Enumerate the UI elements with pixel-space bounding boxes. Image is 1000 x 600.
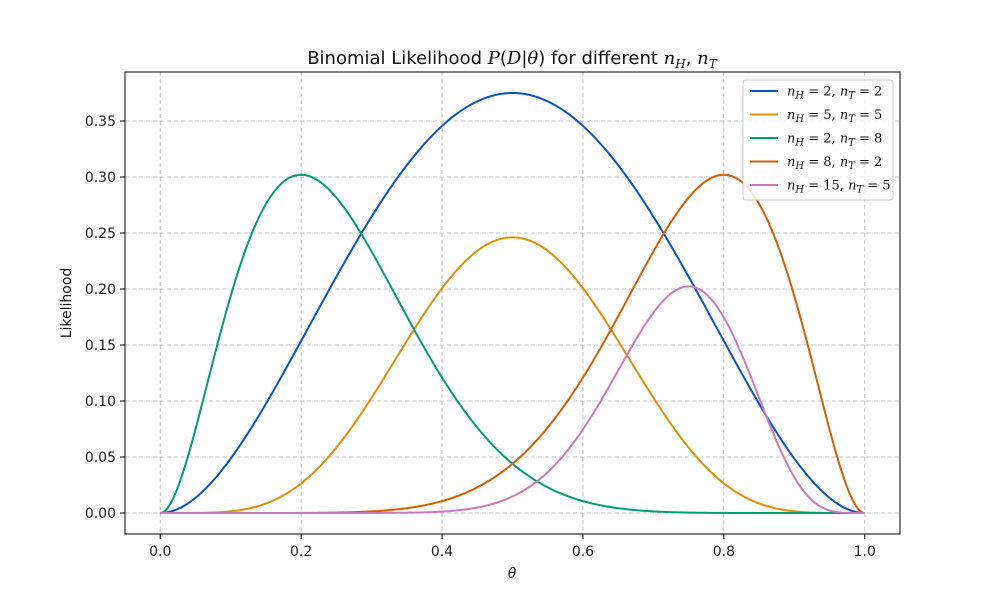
y-tick-label: 0.05 (85, 450, 116, 466)
axes-frame (124, 71, 901, 535)
x-tick-label: 0.6 (572, 544, 594, 560)
legend: nH = 2, nT = 2 nH = 5, nT = 5 nH = 2, nT =… (742, 79, 894, 201)
y-tick-label: 0.25 (85, 226, 116, 242)
y-tick-label: 0.35 (85, 114, 116, 130)
legend-label: nH = 8, nT = 2 (787, 155, 882, 172)
series-lines (160, 91, 865, 514)
x-axis-ticks: 0.0 0.2 0.4 0.6 0.8 1.0 (149, 534, 876, 560)
x-tick-label: 0.2 (290, 544, 312, 560)
y-tick-label: 0.00 (85, 506, 116, 522)
series-line (160, 236, 865, 514)
y-tick-label: 0.30 (85, 170, 116, 186)
y-tick-label: 0.20 (85, 282, 116, 298)
legend-label: nH = 5, nT = 5 (787, 108, 882, 125)
chart-title: Binomial Likelihood P(D|θ) for different… (307, 48, 718, 71)
legend-box (742, 79, 894, 201)
legend-label: nH = 15, nT = 5 (787, 179, 891, 196)
series-line (160, 285, 865, 514)
y-tick-label: 0.15 (85, 338, 116, 354)
y-tick-label: 0.10 (85, 394, 116, 410)
y-axis-label: Likelihood (59, 268, 75, 339)
legend-label: nH = 2, nT = 2 (787, 85, 882, 102)
x-tick-label: 0.8 (713, 544, 735, 560)
x-tick-label: 0.0 (149, 544, 171, 560)
y-axis-ticks: 0.00 0.05 0.10 0.15 0.20 0.25 0.30 0.35 (85, 114, 125, 522)
series-line (160, 91, 865, 514)
x-axis-label: θ (508, 566, 517, 582)
x-tick-label: 0.4 (431, 544, 453, 560)
legend-label: nH = 2, nT = 8 (787, 132, 882, 149)
x-tick-label: 1.0 (854, 544, 876, 560)
grid (125, 72, 900, 534)
